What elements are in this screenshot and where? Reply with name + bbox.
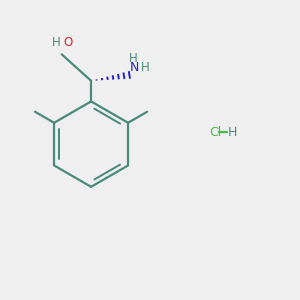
Text: N: N	[130, 61, 140, 74]
Text: H: H	[128, 52, 137, 65]
Text: H: H	[141, 61, 150, 74]
Text: H: H	[51, 36, 60, 49]
Text: O: O	[63, 36, 72, 49]
Text: H: H	[227, 126, 237, 139]
Text: Cl: Cl	[209, 126, 221, 139]
